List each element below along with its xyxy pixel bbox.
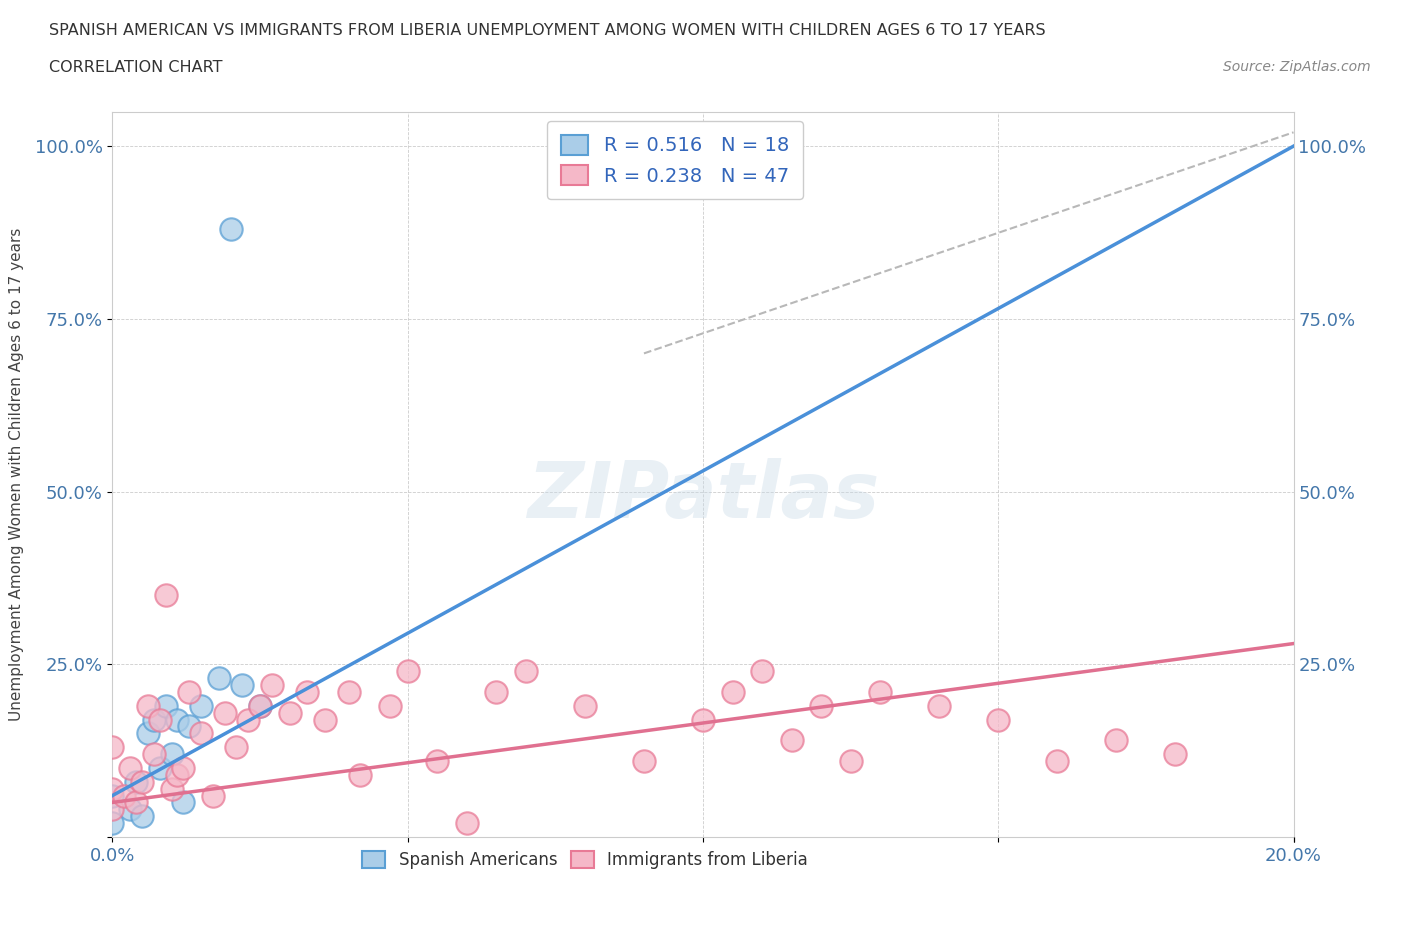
Point xyxy=(869,684,891,699)
Point xyxy=(101,816,124,830)
Point xyxy=(426,753,449,768)
Point xyxy=(1105,733,1128,748)
Point xyxy=(633,753,655,768)
Point xyxy=(238,712,260,727)
Point xyxy=(219,221,242,236)
Point xyxy=(101,788,124,803)
Point xyxy=(190,698,212,713)
Point xyxy=(337,684,360,699)
Point xyxy=(987,712,1010,727)
Point xyxy=(225,739,247,754)
Point xyxy=(456,816,478,830)
Point xyxy=(131,809,153,824)
Point xyxy=(125,775,148,790)
Point xyxy=(297,684,319,699)
Point xyxy=(142,712,165,727)
Point xyxy=(721,684,744,699)
Point xyxy=(166,712,188,727)
Point xyxy=(155,698,177,713)
Text: ZIPatlas: ZIPatlas xyxy=(527,458,879,534)
Point xyxy=(208,671,231,685)
Point xyxy=(149,712,172,727)
Point xyxy=(839,753,862,768)
Point xyxy=(166,767,188,782)
Point xyxy=(101,739,124,754)
Point xyxy=(928,698,950,713)
Point xyxy=(485,684,508,699)
Point xyxy=(125,795,148,810)
Point xyxy=(249,698,271,713)
Point xyxy=(692,712,714,727)
Text: Source: ZipAtlas.com: Source: ZipAtlas.com xyxy=(1223,60,1371,74)
Point xyxy=(314,712,336,727)
Point xyxy=(260,678,283,693)
Point xyxy=(1164,747,1187,762)
Point xyxy=(101,781,124,796)
Point xyxy=(101,802,124,817)
Point xyxy=(214,705,236,720)
Point xyxy=(155,588,177,603)
Point xyxy=(120,761,142,776)
Point xyxy=(574,698,596,713)
Y-axis label: Unemployment Among Women with Children Ages 6 to 17 years: Unemployment Among Women with Children A… xyxy=(8,228,24,721)
Point xyxy=(231,678,253,693)
Point xyxy=(1046,753,1069,768)
Point xyxy=(278,705,301,720)
Point xyxy=(751,664,773,679)
Point xyxy=(396,664,419,679)
Point xyxy=(810,698,832,713)
Point xyxy=(112,788,135,803)
Point xyxy=(349,767,371,782)
Point xyxy=(780,733,803,748)
Point xyxy=(160,781,183,796)
Point xyxy=(179,719,201,734)
Point xyxy=(172,761,194,776)
Text: CORRELATION CHART: CORRELATION CHART xyxy=(49,60,222,75)
Point xyxy=(179,684,201,699)
Point xyxy=(160,747,183,762)
Point xyxy=(249,698,271,713)
Point xyxy=(136,698,159,713)
Point xyxy=(131,775,153,790)
Point xyxy=(120,802,142,817)
Text: SPANISH AMERICAN VS IMMIGRANTS FROM LIBERIA UNEMPLOYMENT AMONG WOMEN WITH CHILDR: SPANISH AMERICAN VS IMMIGRANTS FROM LIBE… xyxy=(49,23,1046,38)
Point xyxy=(142,747,165,762)
Point xyxy=(172,795,194,810)
Point xyxy=(149,761,172,776)
Point xyxy=(378,698,401,713)
Legend: Spanish Americans, Immigrants from Liberia: Spanish Americans, Immigrants from Liber… xyxy=(352,842,818,880)
Point xyxy=(515,664,537,679)
Point xyxy=(190,726,212,741)
Point xyxy=(201,788,224,803)
Point xyxy=(136,726,159,741)
